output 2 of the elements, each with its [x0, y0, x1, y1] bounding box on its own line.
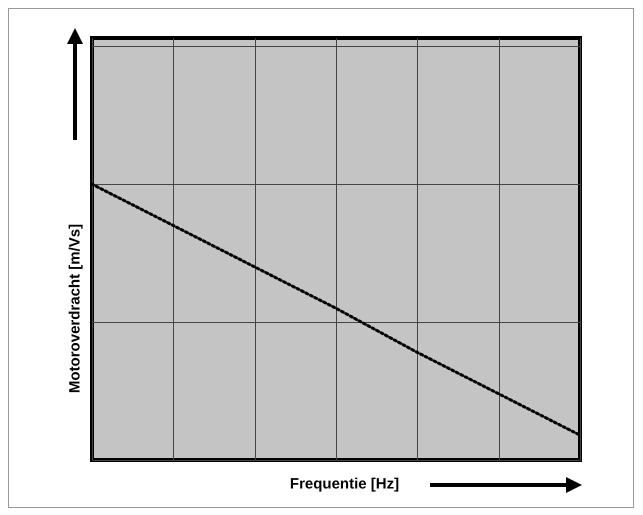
- y-axis-title: Motoroverdracht [m/Vs]: [66, 224, 84, 394]
- x-axis-title: Frequentie [Hz]: [290, 476, 400, 492]
